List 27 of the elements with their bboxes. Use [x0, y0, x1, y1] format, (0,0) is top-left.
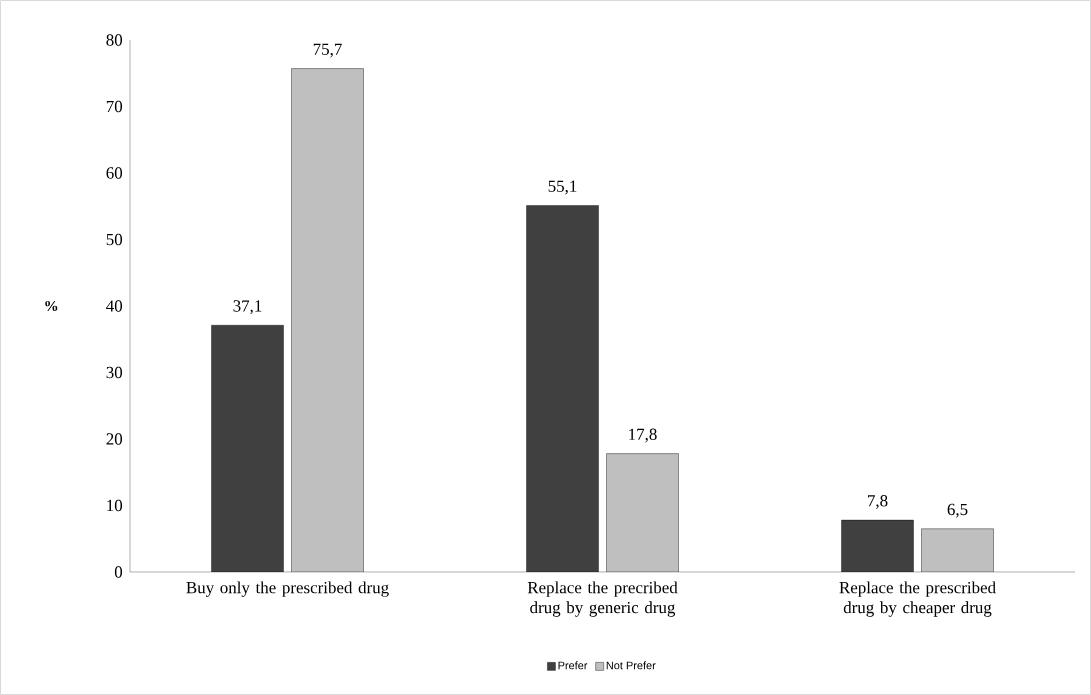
- legend-label: Not Prefer: [606, 661, 656, 670]
- y-tick-label: 40: [106, 300, 123, 312]
- x-tick-label: Replace the precribed drug by generic drug: [527, 581, 678, 617]
- y-tick-label: 10: [107, 499, 123, 512]
- data-label: 55,1: [548, 180, 577, 195]
- y-tick-label: 70: [106, 100, 123, 113]
- bar: [606, 453, 679, 572]
- x-tick-label: Buy only the prescribed drug: [186, 581, 389, 597]
- y-tick-label: 80: [106, 34, 123, 46]
- bar: [841, 519, 914, 572]
- legend-label: Prefer: [558, 661, 588, 670]
- data-label: 17,8: [629, 428, 657, 443]
- y-tick-label: 30: [106, 366, 123, 379]
- bar: [526, 205, 599, 572]
- y-tick-label: 20: [106, 433, 123, 445]
- y-axis-title: %: [45, 300, 58, 312]
- bar: [921, 528, 994, 572]
- data-label: 75,7: [313, 43, 342, 58]
- y-tick-label: 50: [106, 233, 123, 246]
- y-tick-label: 60: [106, 167, 123, 179]
- x-tick-label: Replace the prescribed drug by cheaper drug: [839, 581, 996, 617]
- data-label: 7,8: [868, 495, 888, 509]
- bar: [211, 325, 284, 572]
- y-tick-label: 0: [114, 566, 123, 578]
- data-label: 6,5: [947, 503, 968, 518]
- data-label: 37,1: [233, 300, 262, 315]
- bar: [291, 68, 364, 572]
